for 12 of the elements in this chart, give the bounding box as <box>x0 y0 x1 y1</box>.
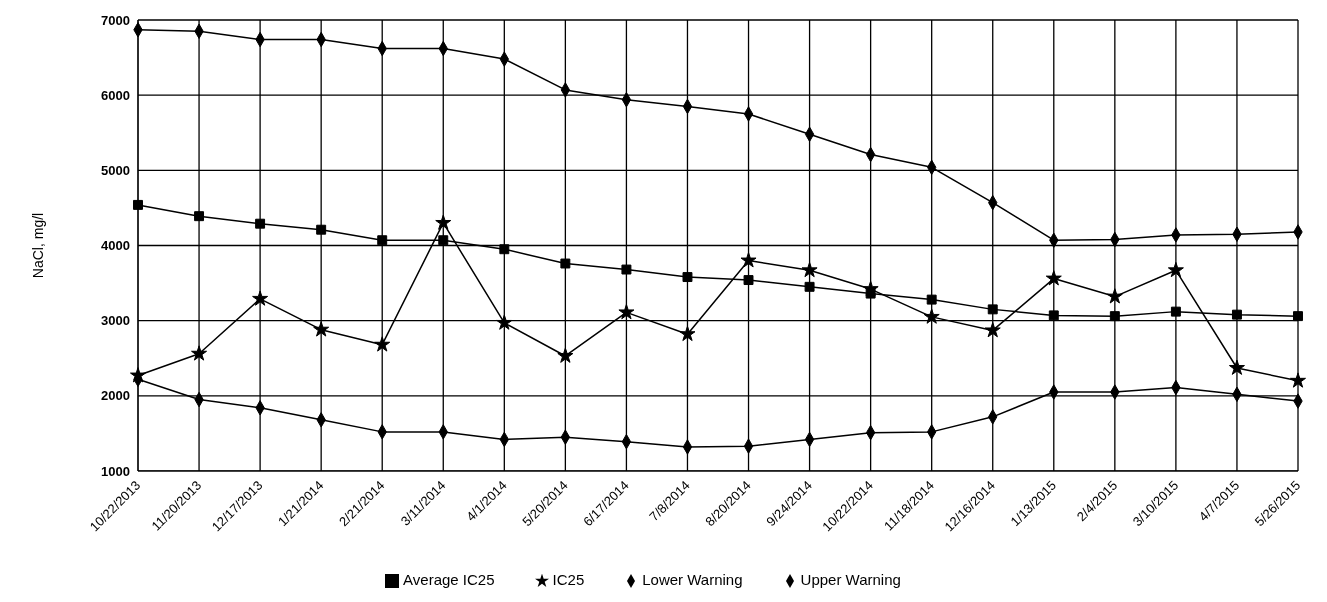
y-tick-label: 1000 <box>101 463 130 479</box>
y-axis-title: NaCl, mg/l <box>29 212 46 279</box>
legend-label: IC25 <box>552 570 585 588</box>
y-tick-label: 4000 <box>101 238 130 254</box>
y-tick-label: 5000 <box>101 162 130 178</box>
y-tick-label: 6000 <box>101 87 130 103</box>
y-tick-label: 7000 <box>101 12 130 28</box>
y-tick-label: 2000 <box>101 388 130 404</box>
legend-label: Lower Warning <box>642 570 743 588</box>
y-tick-label: 3000 <box>101 313 130 329</box>
legend-label: Upper Warning <box>800 570 901 588</box>
legend-label: Average IC25 <box>403 570 495 588</box>
